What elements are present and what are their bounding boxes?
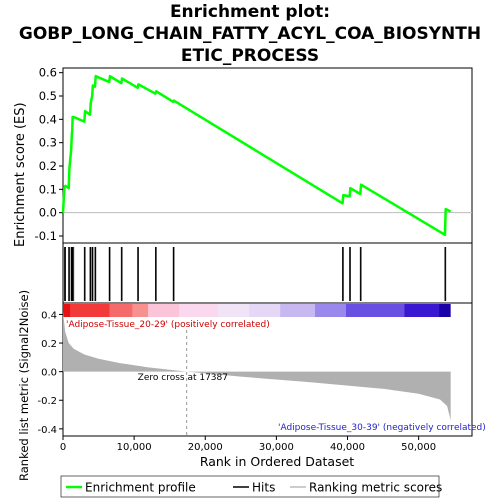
metric-y-tick-label: 0.2 [41,339,57,350]
legend-hits-label: Hits [252,481,275,495]
es-y-tick-label: 0.5 [39,89,57,103]
legend-metric-label: Ranking metric scores [309,481,442,495]
negative-correlation-label: 'Adipose-Tissue_30-39' (negatively corre… [278,423,486,433]
es-y-tick-label: 0.6 [39,66,57,80]
x-tick-label: 20,000 [188,442,223,453]
es-y-tick-label: 0.0 [39,206,57,220]
rank-color-bar [63,304,451,317]
color-bar-band-5 [179,304,219,317]
color-bar-band-11 [404,304,440,317]
hit-markers [63,247,447,301]
metric-y-tick-label: 0.0 [41,368,57,379]
metric-y-tick-label: 0.4 [41,310,57,321]
color-bar-band-3 [132,304,149,317]
color-bar-band-12 [439,304,451,317]
es-y-axis-label: Enrichment score (ES) [13,102,28,247]
color-bar-band-9 [314,304,346,317]
es-y-tick-label: 0.1 [39,182,57,196]
es-y-tick-label: 0.2 [39,159,57,173]
color-bar-band-7 [249,304,281,317]
enrichment-profile-line [61,74,452,237]
metric-y-tick-label: -0.2 [37,396,57,407]
color-bar-band-1 [70,304,110,317]
es-y-tick-label: 0.3 [39,136,57,150]
es-panel-frame [62,67,473,244]
legend-enrichment-label: Enrichment profile [85,481,196,495]
chart-title-line-1: Enrichment plot: [169,2,331,22]
positive-correlation-label: 'Adipose-Tissue_20-29' (positively corre… [66,320,270,330]
color-bar-band-0 [63,304,71,317]
zero-cross-label: Zero cross at 17387 [138,373,228,383]
color-bar-band-10 [345,304,405,317]
color-bar-band-4 [148,304,180,317]
metric-y-axis-label: Ranked list metric (Signal2Noise) [17,290,31,481]
x-tick-label: 10,000 [117,442,152,453]
es-y-tick-label: 0.4 [39,112,57,126]
legend-box [60,475,440,498]
chart-title-line-3: ETIC_PROCESS [180,46,320,66]
color-bar-band-2 [109,304,133,317]
chart-title-line-2: GOBP_LONG_CHAIN_FATTY_ACYL_COA_BIOSYNTH [18,24,482,44]
es-y-axis: -0.1 0.0 0.1 0.2 0.3 0.4 0.5 0.6 [35,66,63,243]
metric-y-axis: -0.4 -0.2 0.0 0.2 0.4 [37,310,63,436]
x-axis-label: Rank in Ordered Dataset [200,454,354,469]
x-tick-label: 50,000 [401,442,436,453]
x-axis: 0 10,000 20,000 30,000 40,000 50,000 [60,436,436,453]
color-bar-band-8 [280,304,315,317]
x-tick-label: 30,000 [259,442,294,453]
hits-panel-frame [62,242,473,304]
x-tick-label: 0 [60,442,66,453]
color-bar-band-6 [218,304,250,317]
es-y-tick-label: -0.1 [35,229,57,243]
metric-y-tick-label: -0.4 [37,425,57,436]
x-tick-label: 40,000 [330,442,365,453]
enrichment-profile-path [61,74,452,237]
